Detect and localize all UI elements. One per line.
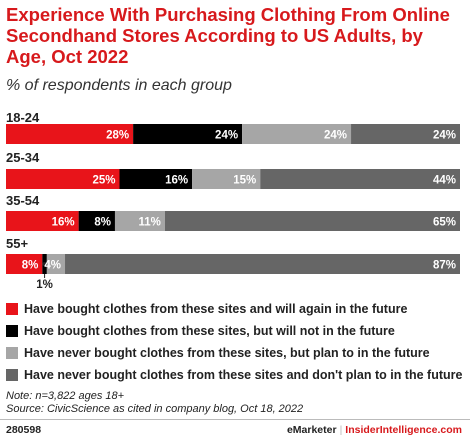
site-link[interactable]: InsiderIntelligence.com — [345, 424, 462, 436]
category-label: 18-24 — [6, 110, 40, 125]
chart-title: Experience With Purchasing Clothing From… — [6, 4, 450, 67]
bar-segment — [260, 169, 460, 189]
legend-item: Have bought clothes from these sites and… — [6, 298, 466, 320]
data-label: 4% — [44, 260, 61, 272]
legend-label: Have bought clothes from these sites, bu… — [24, 324, 395, 338]
brand-separator: | — [339, 424, 343, 436]
footer-divider — [0, 419, 470, 420]
data-label: 16% — [165, 175, 188, 187]
bar-segment — [192, 169, 261, 189]
data-label: 65% — [433, 217, 456, 229]
legend-swatch — [6, 369, 18, 381]
bar-segment — [6, 211, 79, 231]
category-label: 55+ — [6, 236, 28, 251]
stacked-bar-chart: 18-24 28% 24% 24% 24% 25-34 25% 16% 15% 44% 35-54 1… — [6, 110, 461, 291]
footer-brand: eMarketer | InsiderIntelligence.com — [287, 424, 462, 436]
bar-segment — [46, 254, 66, 274]
legend-swatch — [6, 303, 18, 315]
data-label: 15% — [233, 175, 256, 187]
legend-label: Have never bought clothes from these sit… — [24, 368, 463, 382]
legend-label: Have bought clothes from these sites and… — [24, 302, 408, 316]
data-label: 25% — [92, 175, 115, 187]
data-label: 24% — [324, 130, 347, 142]
chart-legend: Have bought clothes from these sites and… — [6, 298, 466, 386]
bar-segment — [65, 254, 461, 274]
legend-item: Have never bought clothes from these sit… — [6, 364, 466, 386]
bar-segment — [6, 254, 43, 274]
chart-note: Note: n=3,822 ages 18+ — [6, 390, 125, 402]
chart-source: Source: CivicScience as cited in company… — [6, 403, 304, 415]
chart-id: 280598 — [6, 424, 42, 436]
bar-segment — [351, 124, 460, 144]
bar-segment — [6, 124, 134, 144]
legend-item: Have bought clothes from these sites, bu… — [6, 320, 466, 342]
bar-segment — [164, 211, 460, 231]
bar-segment — [78, 211, 115, 231]
bar-segment — [133, 124, 243, 144]
data-label: 24% — [215, 130, 238, 142]
legend-item: Have never bought clothes from these sit… — [6, 342, 466, 364]
data-label: 87% — [433, 260, 456, 272]
data-label: 28% — [106, 130, 129, 142]
data-label: 1% — [36, 279, 53, 291]
legend-swatch — [6, 325, 18, 337]
bar-segment — [242, 124, 352, 144]
data-marker — [42, 262, 47, 266]
data-label: 16% — [52, 217, 75, 229]
data-label: 8% — [22, 260, 39, 272]
data-label: 44% — [433, 175, 456, 187]
chart-subtitle: % of respondents in each group — [6, 77, 232, 94]
brand-name: eMarketer — [286, 424, 337, 436]
data-label: 8% — [94, 217, 111, 229]
legend-label: Have never bought clothes from these sit… — [24, 346, 430, 360]
bar-segment — [6, 169, 120, 189]
bar-segment — [119, 169, 193, 189]
category-label: 25-34 — [6, 150, 40, 165]
data-label: 11% — [139, 217, 161, 229]
category-label: 35-54 — [6, 193, 40, 208]
data-label: 24% — [433, 130, 456, 142]
bar-segment — [114, 211, 165, 231]
legend-swatch — [6, 347, 18, 359]
